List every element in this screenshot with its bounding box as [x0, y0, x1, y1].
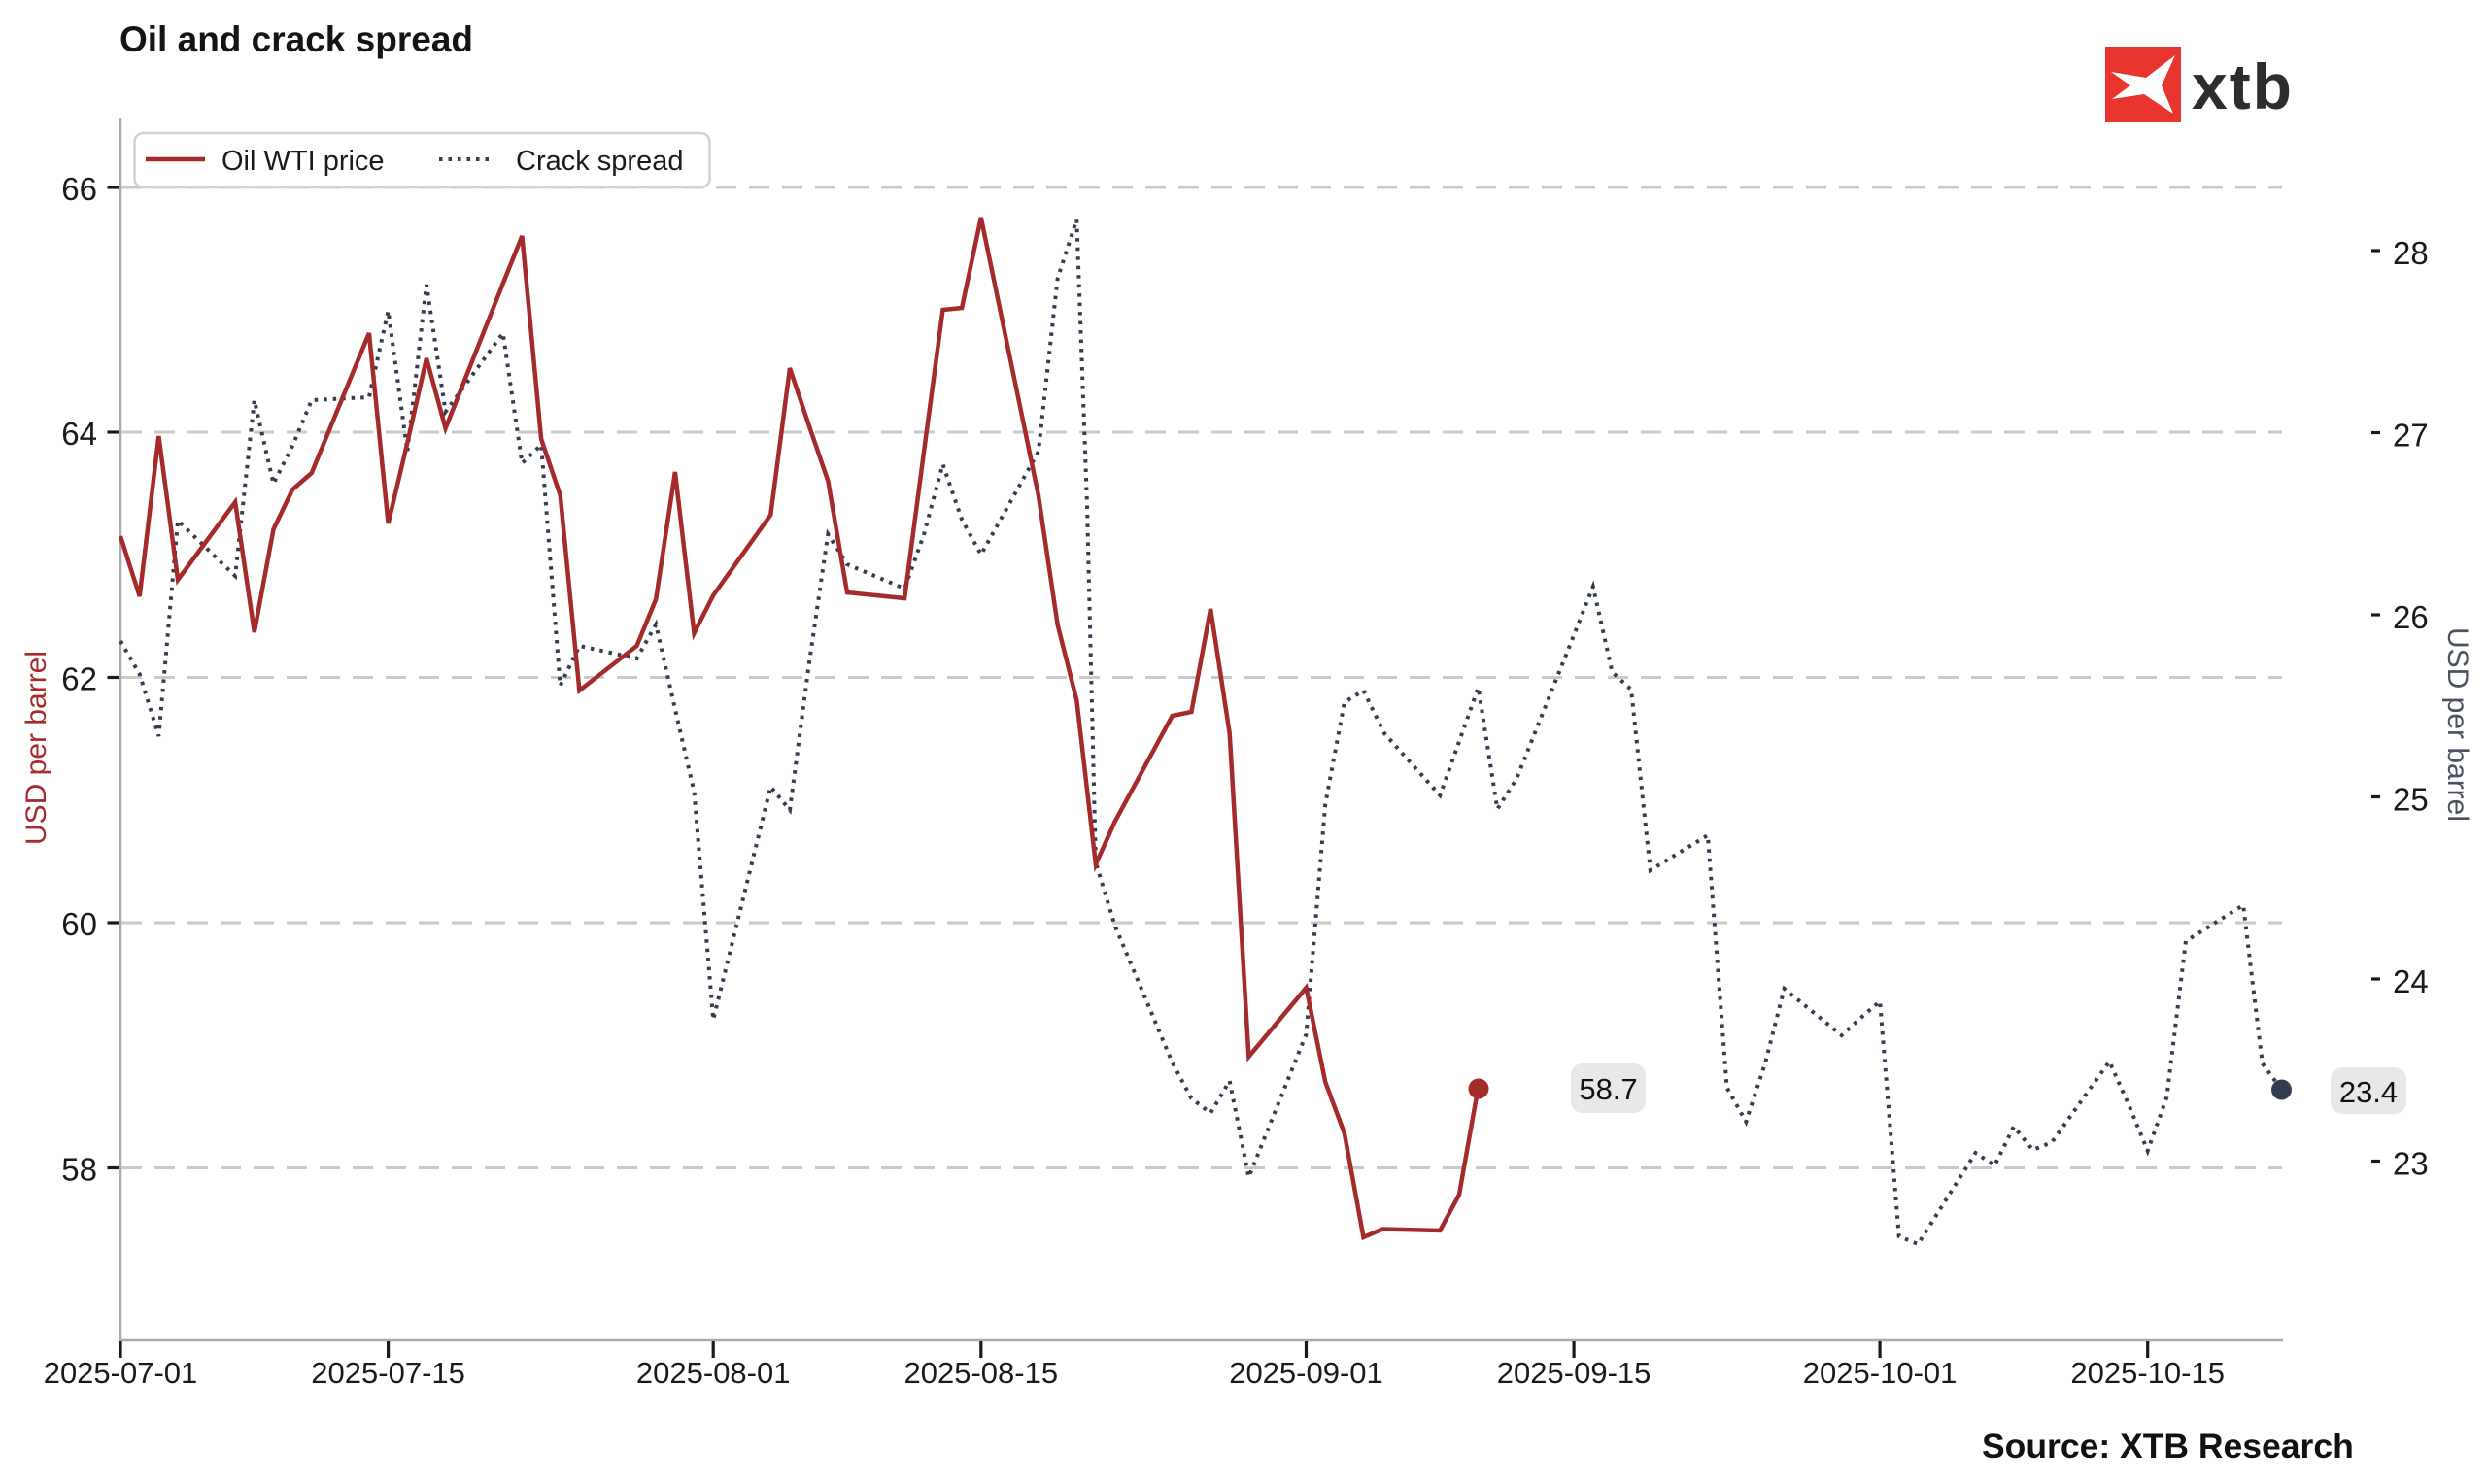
svg-text:23: 23 — [2393, 1146, 2429, 1182]
svg-text:58.7: 58.7 — [1579, 1072, 1637, 1106]
svg-text:Oil WTI price: Oil WTI price — [221, 146, 385, 177]
svg-text:66: 66 — [61, 171, 97, 207]
svg-text:USD per barrel: USD per barrel — [20, 651, 52, 845]
svg-text:2025-10-01: 2025-10-01 — [1803, 1356, 1958, 1390]
svg-text:24: 24 — [2393, 963, 2429, 999]
svg-text:26: 26 — [2393, 599, 2429, 635]
svg-text:64: 64 — [61, 416, 97, 452]
svg-text:2025-09-01: 2025-09-01 — [1229, 1356, 1383, 1390]
svg-text:62: 62 — [61, 661, 97, 697]
svg-text:Oil and crack spread: Oil and crack spread — [119, 19, 473, 59]
svg-text:2025-08-15: 2025-08-15 — [904, 1356, 1059, 1390]
svg-text:2025-08-01: 2025-08-01 — [636, 1356, 791, 1390]
svg-text:2025-10-15: 2025-10-15 — [2070, 1356, 2225, 1390]
svg-text:Source: XTB Research: Source: XTB Research — [1982, 1427, 2354, 1466]
svg-text:25: 25 — [2393, 782, 2429, 818]
svg-text:27: 27 — [2393, 418, 2429, 454]
svg-text:2025-09-15: 2025-09-15 — [1497, 1356, 1652, 1390]
svg-text:28: 28 — [2393, 235, 2429, 271]
svg-text:60: 60 — [61, 906, 97, 942]
svg-text:2025-07-01: 2025-07-01 — [44, 1356, 198, 1390]
svg-text:xtb: xtb — [2192, 51, 2294, 122]
svg-text:USD per barrel: USD per barrel — [2441, 627, 2473, 822]
svg-text:23.4: 23.4 — [2339, 1075, 2398, 1109]
svg-text:2025-07-15: 2025-07-15 — [311, 1356, 465, 1390]
svg-text:Crack spread: Crack spread — [516, 146, 683, 177]
svg-text:58: 58 — [61, 1152, 97, 1188]
